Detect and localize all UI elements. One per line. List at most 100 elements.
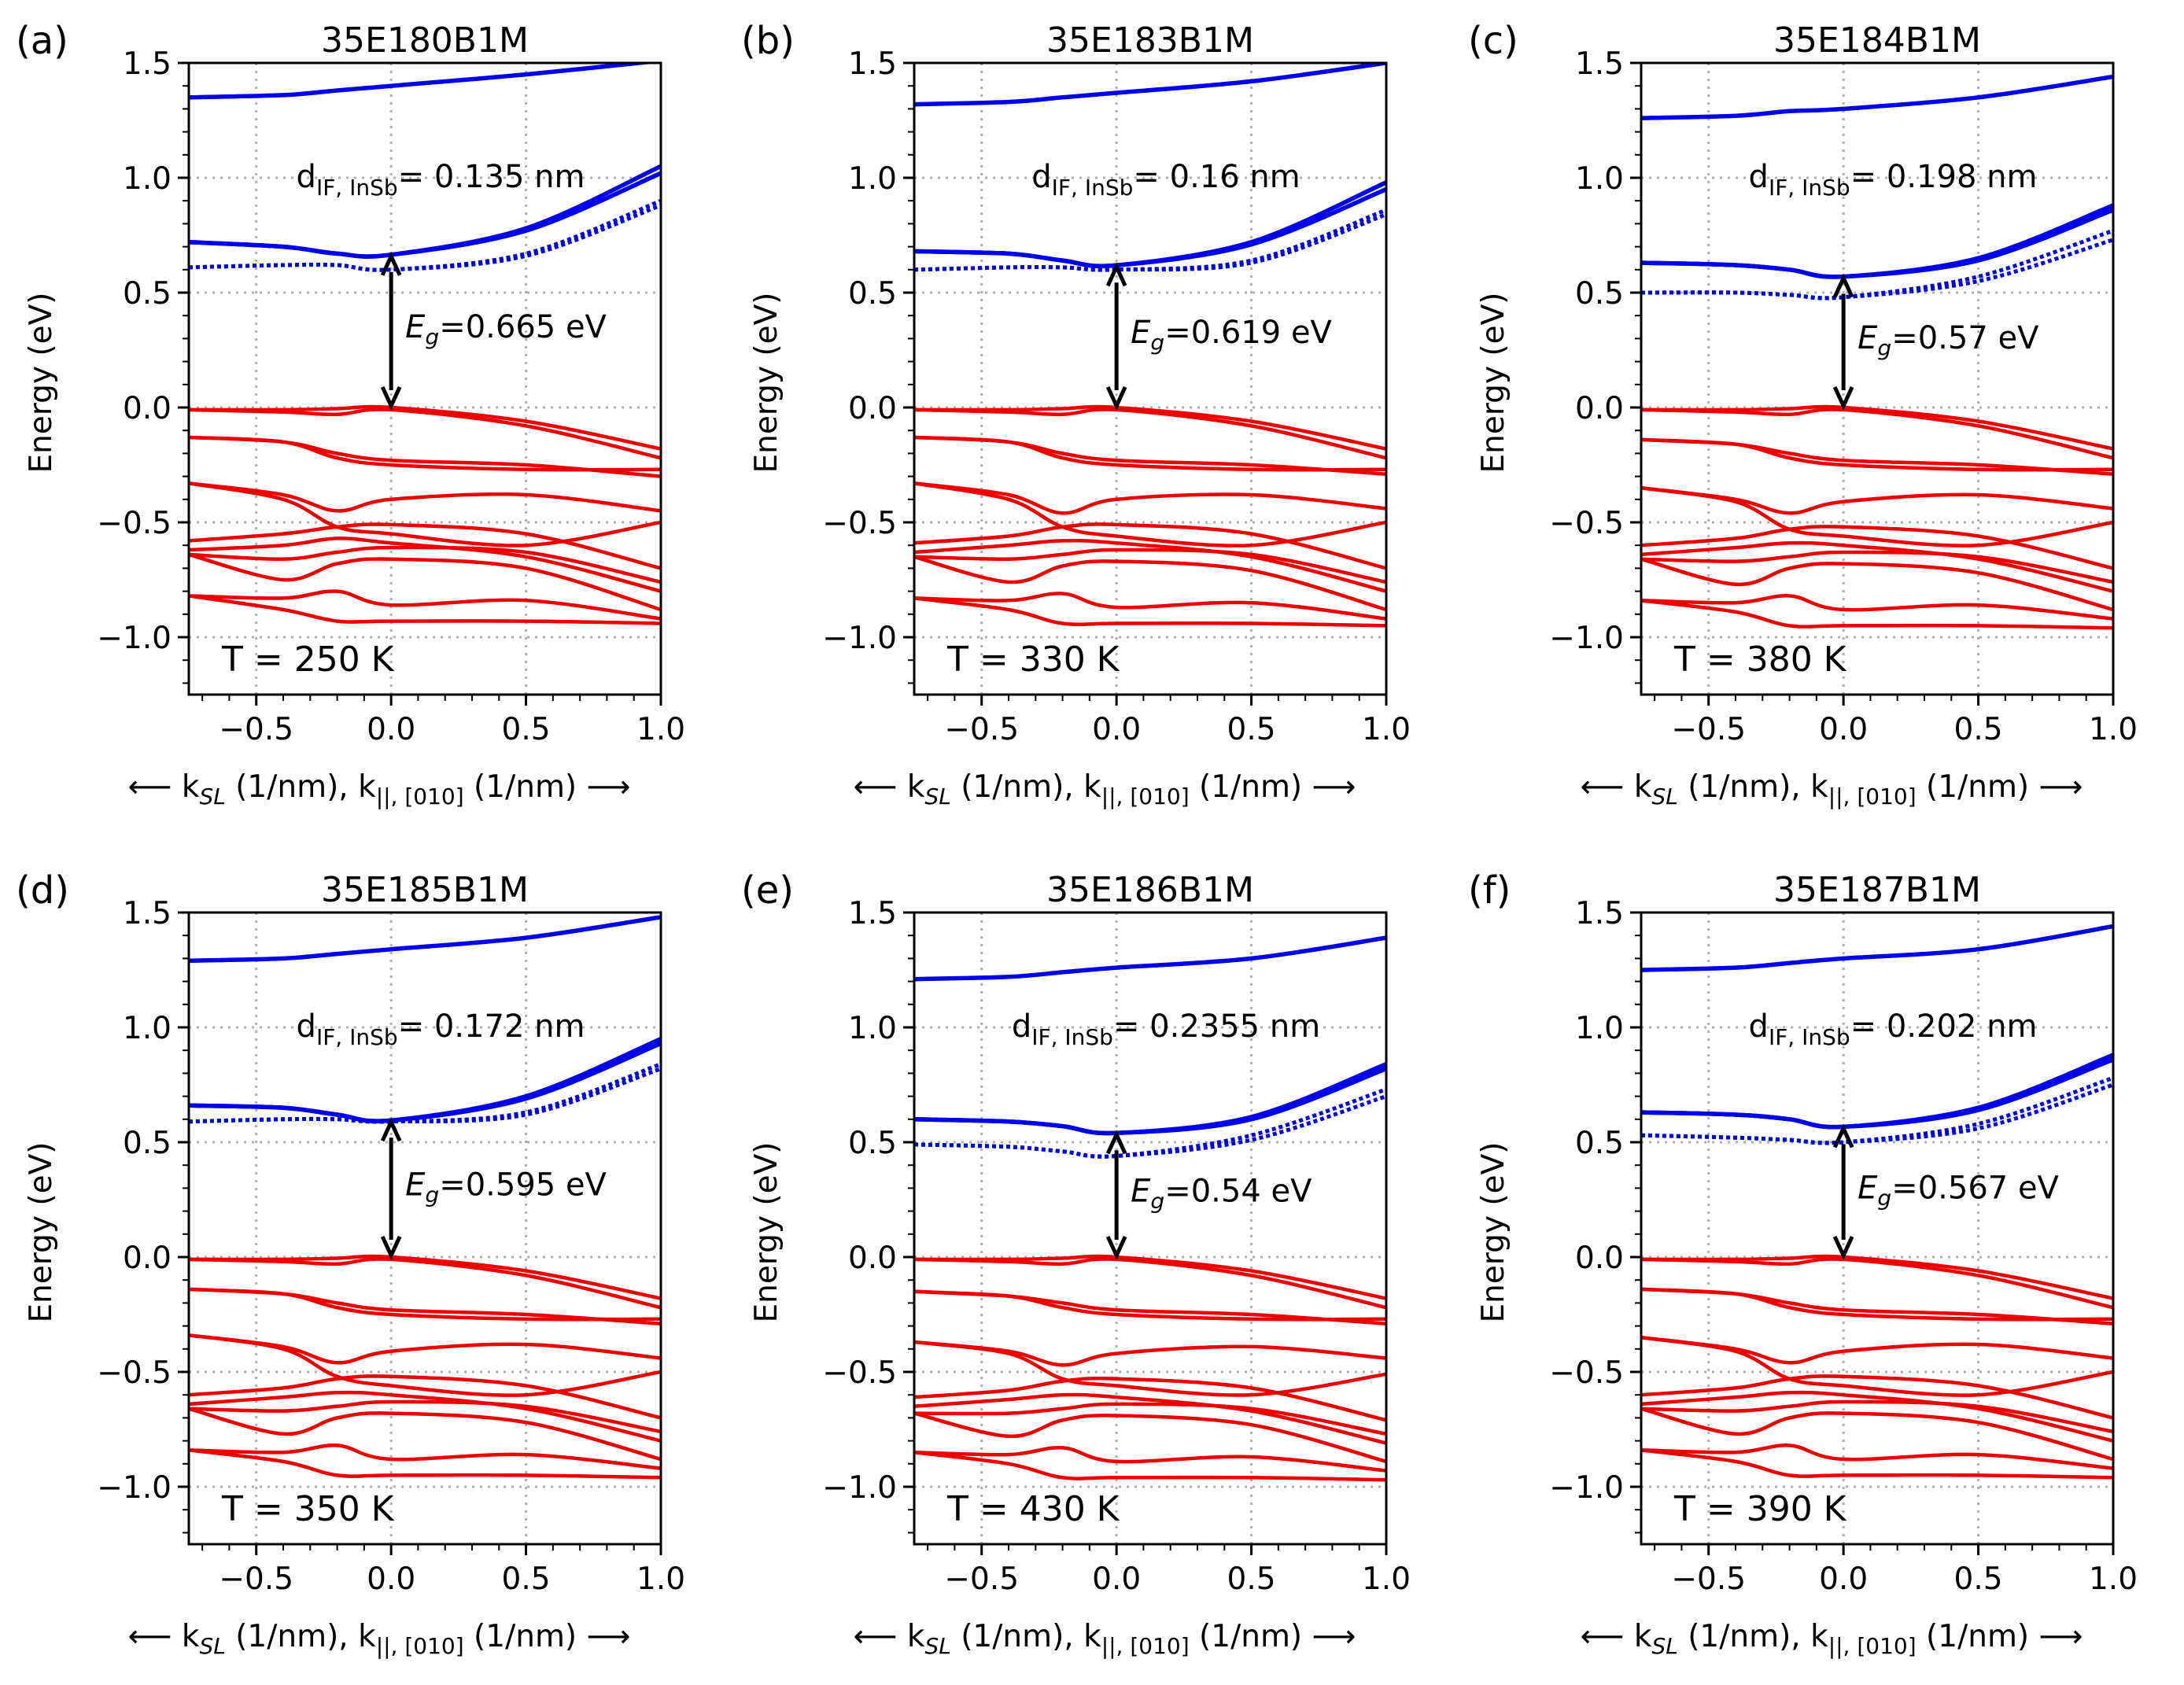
valence-band-line [914, 1340, 1386, 1397]
valence-band-line [1641, 550, 2113, 584]
temperature-label: T = 390 K [1673, 1489, 1847, 1529]
valence-band-line [914, 481, 1386, 548]
dif-annotation: dIF, InSb= 0.198 nm [1749, 159, 2038, 201]
valence-band-line [189, 1390, 661, 1443]
x-label-part: (1/nm), k [226, 1619, 376, 1654]
x-tick-label: 1.0 [2089, 712, 2138, 747]
panel-label: (a) [16, 19, 68, 63]
x-axis-label: ⟵ kSL (1/nm), k||, [010] (1/nm) ⟶ [1581, 769, 2083, 809]
panel-title: 35E184B1M [1773, 20, 1981, 61]
arrow-head-up [1105, 262, 1127, 287]
temperature-label: T = 430 K [946, 1489, 1120, 1529]
y-tick-label: −1.0 [1549, 621, 1624, 656]
y-tick-label: 1.0 [123, 1011, 172, 1046]
arrow-head-up [1105, 1130, 1127, 1155]
data-curves [1641, 74, 2113, 630]
ticks [903, 911, 1388, 1555]
conduction-band-line [914, 187, 1386, 268]
valence-band-line [914, 1289, 1386, 1322]
y-tick-label: −1.0 [97, 1470, 172, 1506]
data-curves [914, 63, 1386, 628]
y-tick-label: 1.0 [848, 1011, 897, 1046]
eg-symbol: E [405, 1167, 426, 1203]
x-axis-label: ⟵ kSL (1/nm), k||, [010] (1/nm) ⟶ [128, 1619, 631, 1659]
eg-subscript: g [425, 324, 439, 350]
y-tick-label: 0.0 [1575, 391, 1624, 426]
grid [1641, 63, 2113, 695]
data-curves [189, 915, 661, 1480]
x-label-part: (1/nm) ⟶ [1917, 1619, 2083, 1654]
y-tick-label: 1.0 [1575, 1011, 1624, 1046]
y-tick-label: 0.5 [1575, 276, 1624, 312]
eg-value: =0.665 eV [439, 309, 607, 345]
valence-band-line [914, 1257, 1386, 1310]
valence-band-line [914, 435, 1386, 472]
dif-symbol: d [1031, 159, 1051, 195]
valence-band-line [1641, 1443, 2113, 1470]
valence-band-line [914, 555, 1386, 612]
valence-band-line [189, 1257, 661, 1310]
grid [1641, 913, 2113, 1544]
panel-label: (f) [1468, 868, 1511, 913]
conduction-band-line [914, 935, 1386, 982]
dif-value: = 0.16 nm [1133, 159, 1300, 195]
valence-band-line [189, 589, 661, 621]
panel-title: 35E186B1M [1046, 870, 1254, 910]
y-tick-label: −1.0 [822, 1470, 897, 1506]
valence-band-line [1641, 540, 2113, 593]
valence-band-line [914, 481, 1386, 515]
valence-band-line [1641, 599, 2113, 630]
x-tick-label: 1.0 [2089, 1561, 2138, 1597]
band-gap-arrow [380, 251, 402, 411]
y-tick-label: −0.5 [1549, 1355, 1624, 1391]
y-tick-label: 0.0 [1575, 1241, 1624, 1276]
x-tick-label: −0.5 [944, 712, 1019, 747]
conduction-band-line [189, 1041, 661, 1123]
ticks [1630, 911, 2115, 1555]
valence-band-line [1641, 1407, 2113, 1462]
y-tick-label: −0.5 [822, 1355, 897, 1391]
x-label-sub: ||, [010] [1828, 1633, 1917, 1659]
axes-frame [1640, 911, 2115, 1546]
panel-title: 35E180B1M [321, 20, 529, 61]
dif-symbol: d [297, 159, 316, 195]
eg-subscript: g [1877, 335, 1891, 361]
panel-title: 35E187B1M [1773, 870, 1981, 910]
eg-annotation: Eg=0.619 eV [1131, 315, 1332, 356]
conduction-band-line [1641, 1057, 2113, 1130]
temperature-label: T = 380 K [1673, 640, 1847, 680]
conduction-band-line [189, 171, 661, 259]
y-axis-label: Energy (eV) [1476, 292, 1511, 473]
valence-band-line [914, 407, 1386, 460]
x-label-part: (1/nm), k [1678, 1619, 1828, 1654]
x-label-part: (1/nm) ⟶ [464, 1619, 631, 1654]
y-tick-label: 0.0 [848, 1241, 897, 1276]
valence-band-line [189, 1333, 661, 1365]
valence-band-line [914, 1411, 1386, 1464]
conduction-band-line [189, 63, 660, 100]
valence-band-line [189, 594, 661, 625]
eg-symbol: E [1858, 320, 1878, 356]
y-tick-label: −1.0 [97, 621, 172, 656]
temperature-label: T = 330 K [946, 640, 1120, 680]
ticks [903, 61, 1388, 706]
conduction-band-line [1641, 924, 2113, 972]
eg-annotation: Eg=0.567 eV [1858, 1170, 2059, 1211]
dif-symbol: d [1749, 1008, 1769, 1045]
valence-band-line [1641, 407, 2113, 460]
valence-band-line [189, 407, 661, 460]
y-tick-label: 0.5 [123, 276, 172, 312]
panel-label: (c) [1468, 19, 1518, 63]
valence-band-line [1641, 1335, 2113, 1365]
y-tick-label: 0.5 [848, 276, 897, 312]
x-tick-label: 0.0 [1092, 712, 1141, 747]
conduction-band-dotted-line [1641, 1082, 2113, 1145]
panel-label: (b) [741, 19, 795, 63]
x-label-part: (1/nm), k [1678, 769, 1828, 805]
panel-title: 35E185B1M [321, 870, 529, 910]
panel-2: −0.5 0.0 0.5 1.0 −1.0 −0.5 0.0 0.5 1.0 1.5 (b) 35E1… [741, 19, 1411, 809]
dif-annotation: dIF, InSb= 0.172 nm [297, 1008, 585, 1050]
conduction-band-line [1641, 1053, 2113, 1130]
arrow-head-down [380, 385, 402, 411]
valence-band-line [189, 1333, 661, 1397]
